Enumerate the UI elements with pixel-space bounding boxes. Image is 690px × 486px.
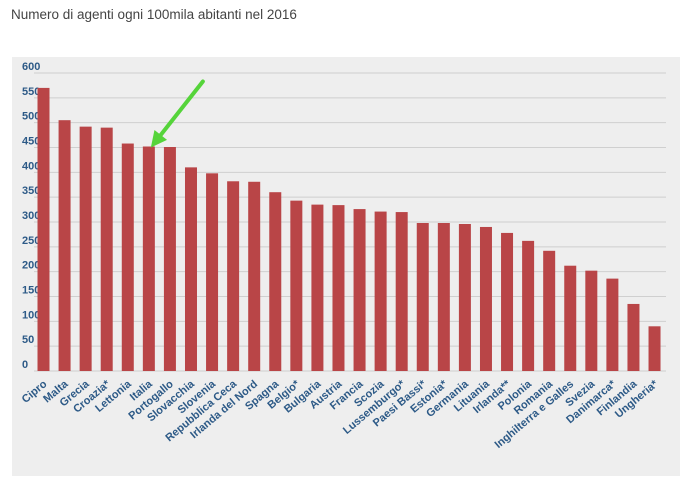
bar-belgio — [290, 200, 303, 371]
bar-svezia — [585, 270, 598, 371]
bar-estonia — [437, 222, 450, 371]
bar-lettonia — [121, 143, 134, 371]
bar-germania — [458, 223, 471, 371]
bar-chart: 0 50 100 150 200 250 300 350 400 450 500 550 600 Cip… — [20, 61, 666, 451]
bar-francia — [353, 209, 366, 371]
y-tick-label: 450 — [22, 136, 40, 148]
bar-bulgaria — [311, 204, 324, 371]
bar-repubblica-ceca — [227, 181, 240, 371]
annotations — [150, 79, 205, 148]
bar-italia — [142, 146, 155, 371]
bar-paesi-bassi — [416, 222, 429, 371]
y-tick-label: 0 — [22, 359, 28, 371]
bar-croazia — [100, 127, 113, 371]
bar-spagna — [269, 192, 282, 371]
bar-inghilterra-e-galles — [564, 265, 577, 371]
bar-lituania — [479, 226, 492, 371]
bar-slovacchia — [184, 167, 197, 371]
y-tick-label: 250 — [22, 235, 40, 247]
bar-polonia — [522, 240, 535, 371]
y-axis-ticks: 0 50 100 150 200 250 300 350 400 450 500 550 600 — [22, 61, 40, 371]
bar-scozia — [374, 211, 387, 371]
y-tick-label: 350 — [22, 185, 40, 197]
y-tick-label: 50 — [22, 334, 34, 346]
arrow-annotation-head — [150, 129, 168, 148]
y-tick-label: 100 — [22, 309, 40, 321]
chart-title: Numero di agenti ogni 100mila abitanti n… — [11, 7, 297, 22]
y-tick-label: 550 — [22, 86, 40, 98]
y-tick-label: 200 — [22, 260, 40, 272]
bar-irlanda — [501, 232, 514, 371]
bar-irlanda-del-nord — [248, 181, 261, 371]
bar-lussemburgo — [395, 212, 408, 371]
y-tick-label: 400 — [22, 160, 40, 172]
y-tick-label: 150 — [22, 285, 40, 297]
bar-malta — [58, 120, 71, 371]
bar-austria — [332, 205, 345, 371]
chart-panel: 0 50 100 150 200 250 300 350 400 450 500 550 600 Cip… — [12, 57, 680, 476]
bar-finlandia — [627, 303, 640, 371]
y-tick-label: 500 — [22, 111, 40, 123]
bar-portogallo — [163, 147, 176, 371]
bars — [37, 87, 661, 372]
x-axis-ticks: CiproMaltaGreciaCroazia*LettoniaItaliaPo… — [20, 378, 661, 451]
gridlines — [34, 72, 666, 372]
y-tick-label: 300 — [22, 210, 40, 222]
bar-cipro — [37, 87, 50, 372]
arrow-annotation-shaft — [157, 79, 205, 139]
bar-ungheria — [648, 326, 661, 371]
bar-grecia — [79, 126, 92, 371]
bar-romania — [543, 250, 556, 371]
y-tick-label: 600 — [22, 61, 40, 73]
bar-slovenia — [206, 173, 219, 371]
bar-danimarca — [606, 278, 619, 371]
